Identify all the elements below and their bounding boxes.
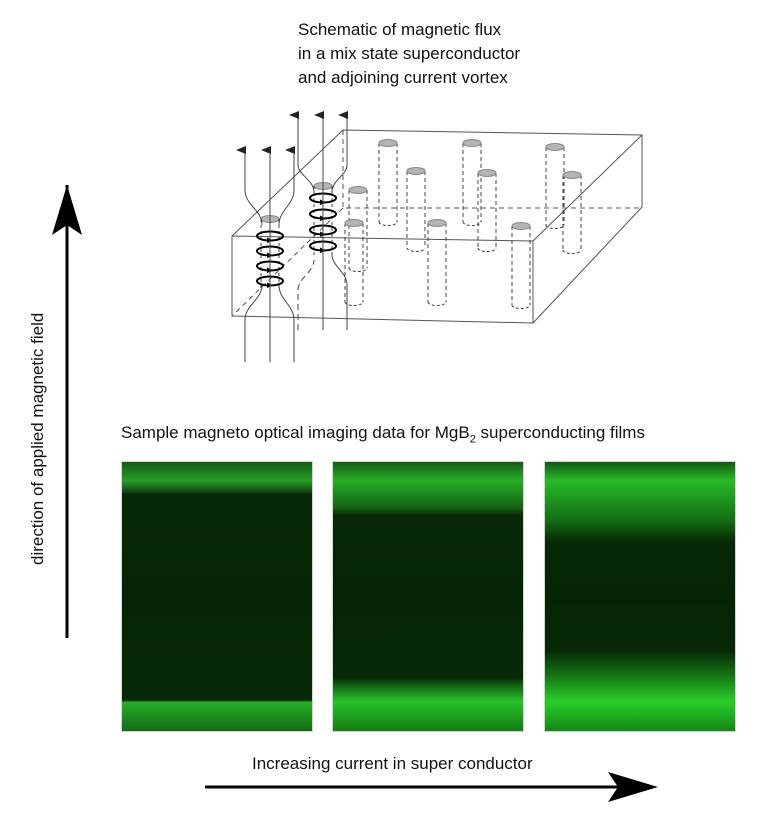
flux-pillar	[477, 169, 497, 252]
title-text: Sample magneto optical imaging data for …	[121, 423, 470, 442]
flux-pillar	[511, 222, 531, 309]
flux-vortex-pillars	[344, 139, 582, 309]
flux-pillar	[462, 139, 482, 226]
magnetic-field-lines	[236, 111, 348, 362]
title-text-suffix: superconducting films	[475, 423, 645, 442]
current-arrow	[205, 772, 658, 802]
title-line-2: in a mix state superconductor	[298, 44, 521, 63]
mo-image-medium-current	[332, 461, 524, 732]
flux-pillar	[348, 186, 368, 272]
title-line-1: Schematic of magnetic flux	[298, 20, 502, 39]
flux-pillar	[378, 139, 398, 226]
subscript: 2	[469, 433, 476, 446]
flux-pillar	[545, 143, 565, 229]
mo-image-high-current	[544, 461, 736, 732]
flux-pillar	[406, 167, 426, 252]
flux-pillar	[427, 219, 447, 306]
magnetic-field-label: direction of applied magnetic field	[28, 312, 47, 565]
flux-pillar	[344, 219, 364, 306]
title-line-3: and adjoining current vortex	[298, 68, 508, 87]
flux-pillar	[562, 171, 582, 254]
superconductor-slab	[231, 129, 644, 324]
imaging-title: Sample magneto optical imaging data for …	[121, 423, 645, 445]
mo-image-low-current	[121, 461, 313, 732]
schematic-title: Schematic of magnetic flux in a mix stat…	[298, 18, 520, 90]
current-label: Increasing current in super conductor	[252, 754, 533, 773]
